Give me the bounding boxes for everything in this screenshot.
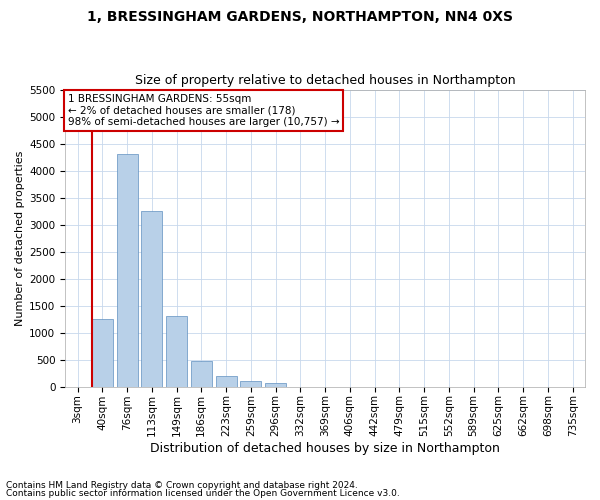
Title: Size of property relative to detached houses in Northampton: Size of property relative to detached ho…	[135, 74, 515, 87]
Bar	[215, 376, 236, 386]
Text: Contains public sector information licensed under the Open Government Licence v3: Contains public sector information licen…	[6, 488, 400, 498]
Bar	[240, 382, 262, 386]
Bar	[116, 154, 137, 386]
Y-axis label: Number of detached properties: Number of detached properties	[15, 150, 25, 326]
Bar	[191, 360, 212, 386]
Text: 1, BRESSINGHAM GARDENS, NORTHAMPTON, NN4 0XS: 1, BRESSINGHAM GARDENS, NORTHAMPTON, NN4…	[87, 10, 513, 24]
Bar	[141, 211, 163, 386]
Bar	[265, 384, 286, 386]
Bar	[166, 316, 187, 386]
Text: 1 BRESSINGHAM GARDENS: 55sqm
← 2% of detached houses are smaller (178)
98% of se: 1 BRESSINGHAM GARDENS: 55sqm ← 2% of det…	[68, 94, 340, 127]
Text: Contains HM Land Registry data © Crown copyright and database right 2024.: Contains HM Land Registry data © Crown c…	[6, 481, 358, 490]
X-axis label: Distribution of detached houses by size in Northampton: Distribution of detached houses by size …	[150, 442, 500, 455]
Bar	[92, 319, 113, 386]
